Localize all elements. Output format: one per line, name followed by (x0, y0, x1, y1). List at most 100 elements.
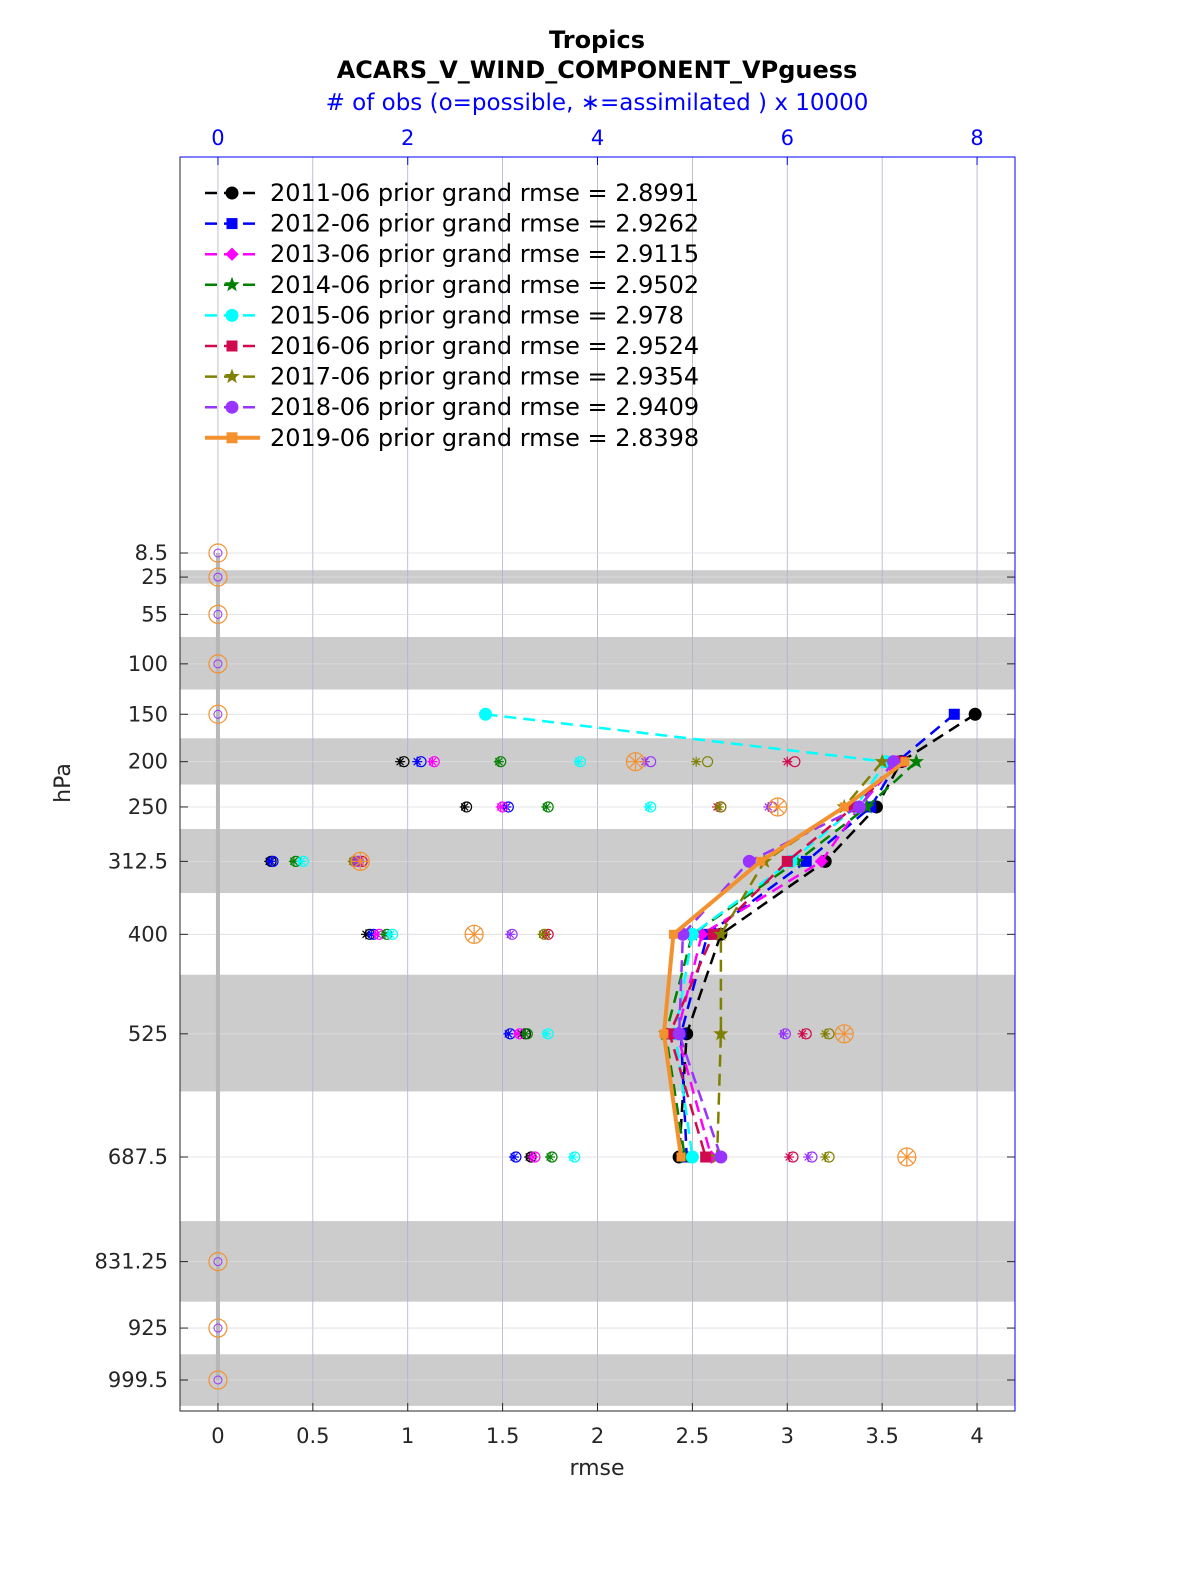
data-point-2019-06 (900, 757, 910, 767)
zero-obs-marker-inner (213, 1257, 223, 1267)
obs-assimilated-marker (567, 1152, 578, 1163)
zero-obs-marker (208, 1252, 228, 1272)
y-tick-label: 999.5 (108, 1368, 168, 1392)
data-point-2011-06 (968, 707, 982, 721)
zero-obs-marker-inner (213, 572, 223, 582)
obs-assimilated-marker (797, 1028, 808, 1039)
data-point-2018-06 (742, 854, 756, 868)
y-tick-label: 150 (128, 702, 168, 726)
x-tick-label: 0.5 (296, 1424, 329, 1448)
data-point-2015-06 (479, 707, 493, 721)
x-tick-label: 2.5 (676, 1424, 709, 1448)
legend-entry: 2014-06 prior grand rmse = 2.9502 (270, 271, 699, 299)
legend-marker (225, 247, 239, 261)
zero-obs-marker (208, 567, 228, 587)
y-tick-label: 400 (128, 922, 168, 946)
obs-assimilated-marker (412, 756, 423, 767)
x-tick-label: 3.5 (865, 1424, 898, 1448)
obs-assimilated-marker (545, 1152, 556, 1163)
obs-assimilated-marker (509, 1152, 519, 1163)
legend-marker (226, 218, 238, 230)
y-tick-label: 200 (128, 750, 168, 774)
legend-marker (225, 308, 239, 322)
data-point-2012-06 (948, 708, 960, 720)
series-lines (479, 707, 982, 1164)
data-point-2019-06 (668, 929, 678, 939)
obs-assimilated-marker (643, 801, 654, 812)
obs-assimilated-marker (537, 929, 548, 940)
y-tick-label: 687.5 (108, 1145, 168, 1169)
y-tick-label: 831.25 (95, 1250, 168, 1274)
y-tick-label: 8.5 (135, 541, 168, 565)
x-tick-label: 1 (401, 1424, 414, 1448)
data-point-2016-06 (781, 855, 793, 867)
y-axis-ticks: 8.525 55 100 150 200 250 312.5 400 525 687.5 831.2… (95, 541, 1015, 1392)
legend-marker (226, 432, 238, 444)
legend-entry: 2012-06 prior grand rmse = 2.9262 (270, 210, 699, 238)
obs-assimilated-marker (784, 1152, 795, 1163)
top-tick-label: 4 (591, 126, 604, 150)
legend-entry: 2018-06 prior grand rmse = 2.9409 (270, 393, 699, 421)
legend-entry: 2015-06 prior grand rmse = 2.978 (270, 301, 684, 329)
obs-assimilated-marker (803, 1152, 814, 1163)
obs-assimilated-marker (395, 756, 406, 767)
data-point-2019-06 (659, 1029, 669, 1039)
obs-assimilated-marker (897, 1148, 916, 1167)
legend-marker (224, 276, 240, 292)
obs-assimilated-marker (768, 797, 787, 816)
obs-assimilated-marker (820, 1028, 831, 1039)
obs-assimilated-marker (835, 1024, 854, 1043)
y-tick-label: 525 (128, 1022, 168, 1046)
y-tick-label: 312.5 (108, 849, 168, 873)
data-point-2013-06 (814, 854, 829, 869)
zero-obs-marker-inner (213, 609, 223, 619)
data-point-2018-06 (672, 1027, 686, 1041)
zero-obs-marker (208, 654, 228, 674)
obs-assimilated-marker (520, 1028, 531, 1039)
top-tick-label: 2 (401, 126, 414, 150)
obs-assimilated-marker (626, 752, 645, 771)
x-axis-label: rmse (569, 1456, 624, 1481)
zero-obs-marker (208, 543, 228, 563)
y-tick-label: 250 (128, 795, 168, 819)
obs-assimilated-marker (296, 856, 307, 867)
top-tick-label: 8 (970, 126, 983, 150)
legend-marker (225, 186, 239, 200)
top-tick-label: 0 (211, 126, 224, 150)
obs-count-markers (208, 543, 917, 1390)
obs-assimilated-marker (493, 756, 504, 767)
zero-obs-marker-inner (213, 548, 223, 558)
obs-assimilated-marker (713, 801, 724, 812)
data-point-2018-06 (887, 755, 901, 769)
zero-obs-marker-inner (213, 1375, 223, 1385)
obs-assimilated-marker (427, 756, 438, 767)
y-tick-label: 55 (141, 602, 168, 626)
x-tick-label: 2 (591, 1424, 604, 1448)
obs-assimilated-marker (266, 856, 277, 867)
data-point-2017-06 (874, 753, 890, 769)
obs-assimilated-marker (541, 1028, 552, 1039)
data-point-2018-06 (714, 1150, 728, 1164)
top-tick-label: 6 (781, 126, 794, 150)
x-tick-label: 1.5 (486, 1424, 519, 1448)
obs-assimilated-marker (820, 1152, 831, 1163)
data-point-2017-06 (713, 926, 729, 941)
top-axis-ticks: 0 2 4 6 8 (211, 126, 984, 165)
y-tick-label: 100 (128, 652, 168, 676)
series-line-2016-06 (668, 760, 902, 1158)
obs-assimilated-marker (459, 801, 470, 812)
data-point-2019-06 (839, 802, 849, 812)
chart-subtitle: ACARS_V_WIND_COMPONENT_VPguess (337, 56, 858, 84)
zero-obs-marker-inner (213, 1323, 223, 1333)
legend-marker (226, 340, 238, 352)
obs-assimilated-marker (573, 756, 584, 767)
obs-assimilated-marker (541, 801, 552, 812)
zero-obs-marker-inner (213, 659, 223, 669)
y-axis-label: hPa (51, 763, 76, 803)
legend-marker (225, 400, 239, 414)
x-tick-label: 0 (211, 1424, 224, 1448)
top-axis-label: # of obs (o=possible, ∗=assimilated ) x … (326, 90, 869, 116)
obs-assimilated-marker (778, 1028, 789, 1039)
legend-entry: 2017-06 prior grand rmse = 2.9354 (270, 363, 699, 391)
